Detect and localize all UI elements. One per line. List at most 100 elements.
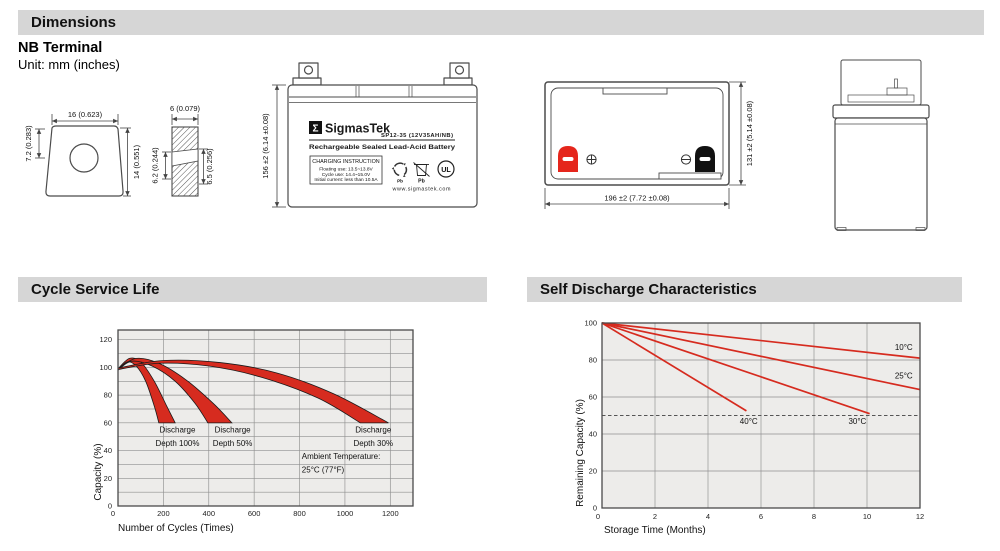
x-tick-label: 1000	[337, 509, 354, 518]
dim-terminal-side-outer: 6.5 (0.256)	[205, 148, 214, 185]
negative-mark-icon	[680, 154, 692, 165]
brand-logo-glyph: Σ	[312, 124, 318, 135]
y-tick-label: 80	[589, 356, 597, 365]
charging-line: Initial current: less than 10.5A	[314, 177, 378, 183]
y-tick-label: 120	[99, 335, 112, 344]
section-header-cycle-life: Cycle Service Life	[18, 277, 487, 302]
chart-annotation: Discharge	[355, 426, 392, 435]
dim-terminal-front-width: 16 (0.623)	[68, 110, 103, 119]
y-tick-label: 0	[108, 502, 112, 511]
section-title: Cycle Service Life	[31, 281, 160, 298]
chart-annotation: Discharge	[215, 426, 252, 435]
x-tick-label: 4	[706, 512, 710, 521]
brand-name: SigmasTek	[325, 122, 390, 136]
terminal-side-view: 6 (0.079) 6.2 (0.244) 6.5 (0.256)	[151, 104, 214, 197]
series-line-40c	[601, 322, 747, 412]
y-tick-label: 0	[593, 504, 597, 513]
dim-battery-top-width: 196 ±2 (7.72 ±0.08)	[604, 194, 670, 203]
x-tick-label: 8	[812, 512, 816, 521]
battery-post-base-right	[443, 77, 473, 86]
chart-annotation: Depth 50%	[213, 439, 253, 448]
positive-mark-icon	[586, 154, 597, 165]
svg-text:UL: UL	[441, 165, 451, 174]
section-header-dimensions: Dimensions	[18, 10, 984, 35]
chart-annotation: Discharge	[159, 426, 196, 435]
dim-battery-height: 156 ±2 (6.14 ±0.08)	[261, 113, 270, 179]
plot-frame	[117, 329, 414, 507]
battery-top-view: 131 ±2 (5.14 ±0.08) 196 ±2 (7.72 ±0.08)	[544, 81, 754, 209]
section-title: Dimensions	[31, 14, 117, 31]
y-tick-label: 100	[99, 363, 112, 372]
battery-side-view	[832, 59, 930, 231]
website-text: www.sigmastek.com	[392, 187, 452, 193]
y-tick-label: 40	[104, 446, 112, 455]
dimensions-drawings: 16 (0.623) 7.2 (0.283) 14 (0.551) 6 (0.0…	[24, 59, 930, 231]
handle-recess-bottom	[658, 172, 722, 180]
battery-post-right	[449, 62, 470, 79]
y-tick-label: 100	[584, 319, 597, 328]
model-number: SP12-35 (12V35AH/NB)	[381, 133, 453, 139]
terminal-hole	[69, 143, 99, 173]
x-tick-label: 200	[157, 509, 170, 518]
series-label: 25°C	[895, 372, 913, 381]
y-tick-label: 80	[104, 391, 112, 400]
band-discharge-depth-30-	[117, 359, 389, 424]
grid-lines	[602, 323, 920, 508]
brand-logo-icon	[309, 121, 322, 134]
x-tick-label: 400	[203, 509, 216, 518]
x-tick-label: 10	[863, 512, 871, 521]
y-tick-label: 60	[104, 418, 112, 427]
dim-terminal-front-height: 14 (0.551)	[132, 144, 141, 179]
dim-terminal-side-thickness: 6 (0.079)	[170, 104, 201, 113]
unit-note: Unit: mm (inches)	[18, 57, 120, 72]
pb-bin-text: Pb	[418, 179, 425, 185]
x-axis-title: Storage Time (Months)	[604, 525, 706, 536]
charging-line: Floating use: 13.5~13.8V	[319, 167, 373, 173]
self-discharge-chart: 10°C 25°C 30°C 40°C 0 20 40 60 80 100 0 2 4 6 8 10 12 Sto…	[575, 319, 924, 537]
terminal-front-view: 16 (0.623) 7.2 (0.283) 14 (0.551)	[24, 110, 141, 197]
battery-label: Σ SigmasTek SP12-35 (12V35AH/NB) Recharg…	[309, 121, 455, 193]
x-tick-label: 0	[111, 509, 115, 518]
handle-recess-top	[602, 87, 668, 95]
battery-post-left	[298, 62, 319, 79]
section-header-self-discharge: Self Discharge Characteristics	[527, 277, 962, 302]
series-label: 40°C	[740, 417, 758, 426]
recycle-pb-icon	[391, 162, 408, 177]
y-axis-title: Remaining Capacity (%)	[575, 399, 586, 507]
chart-annotation: Depth 30%	[353, 439, 393, 448]
section-title: Self Discharge Characteristics	[540, 281, 757, 298]
series-line-10c	[601, 322, 921, 359]
ul-mark-icon: UL	[437, 160, 455, 178]
series-label: 10°C	[895, 343, 913, 352]
plot-frame	[601, 322, 921, 509]
y-tick-label: 40	[589, 430, 597, 439]
chart-annotation: Depth 100%	[155, 439, 199, 448]
dim-terminal-front-upper-height: 7.2 (0.283)	[24, 125, 33, 162]
x-tick-label: 2	[653, 512, 657, 521]
series-label: 30°C	[848, 417, 866, 426]
y-tick-label: 20	[589, 467, 597, 476]
y-tick-label: 60	[589, 393, 597, 402]
battery-body	[287, 84, 478, 208]
battery-front-view: Σ SigmasTek SP12-35 (12V35AH/NB) Recharg…	[261, 62, 478, 208]
y-axis-title: Capacity (%)	[93, 443, 104, 500]
chart-annotation: 25°C (77°F)	[302, 465, 345, 474]
y-tick-label: 20	[104, 474, 112, 483]
x-tick-label: 800	[293, 509, 306, 518]
charging-line: Cycle use: 14.4~15.0V	[322, 172, 371, 178]
nb-terminal-heading: NB Terminal	[18, 40, 103, 56]
battery-post-base-left	[292, 77, 322, 86]
dim-battery-top-height: 131 ±2 (5.14 ±0.08)	[745, 100, 754, 166]
x-tick-label: 0	[596, 512, 600, 521]
battery-type-line: Rechargeable Sealed Lead-Acid Battery	[309, 144, 455, 151]
x-tick-label: 6	[759, 512, 763, 521]
series-line-30c	[601, 322, 870, 415]
x-axis-title: Number of Cycles (Times)	[118, 523, 234, 534]
charging-title: CHARGING INSTRUCTION	[312, 159, 379, 165]
x-tick-label: 12	[916, 512, 924, 521]
pb-recycle-text: Pb	[397, 179, 403, 184]
chart-annotation: Ambient Temperature:	[302, 452, 381, 461]
x-tick-label: 1200	[382, 509, 399, 518]
